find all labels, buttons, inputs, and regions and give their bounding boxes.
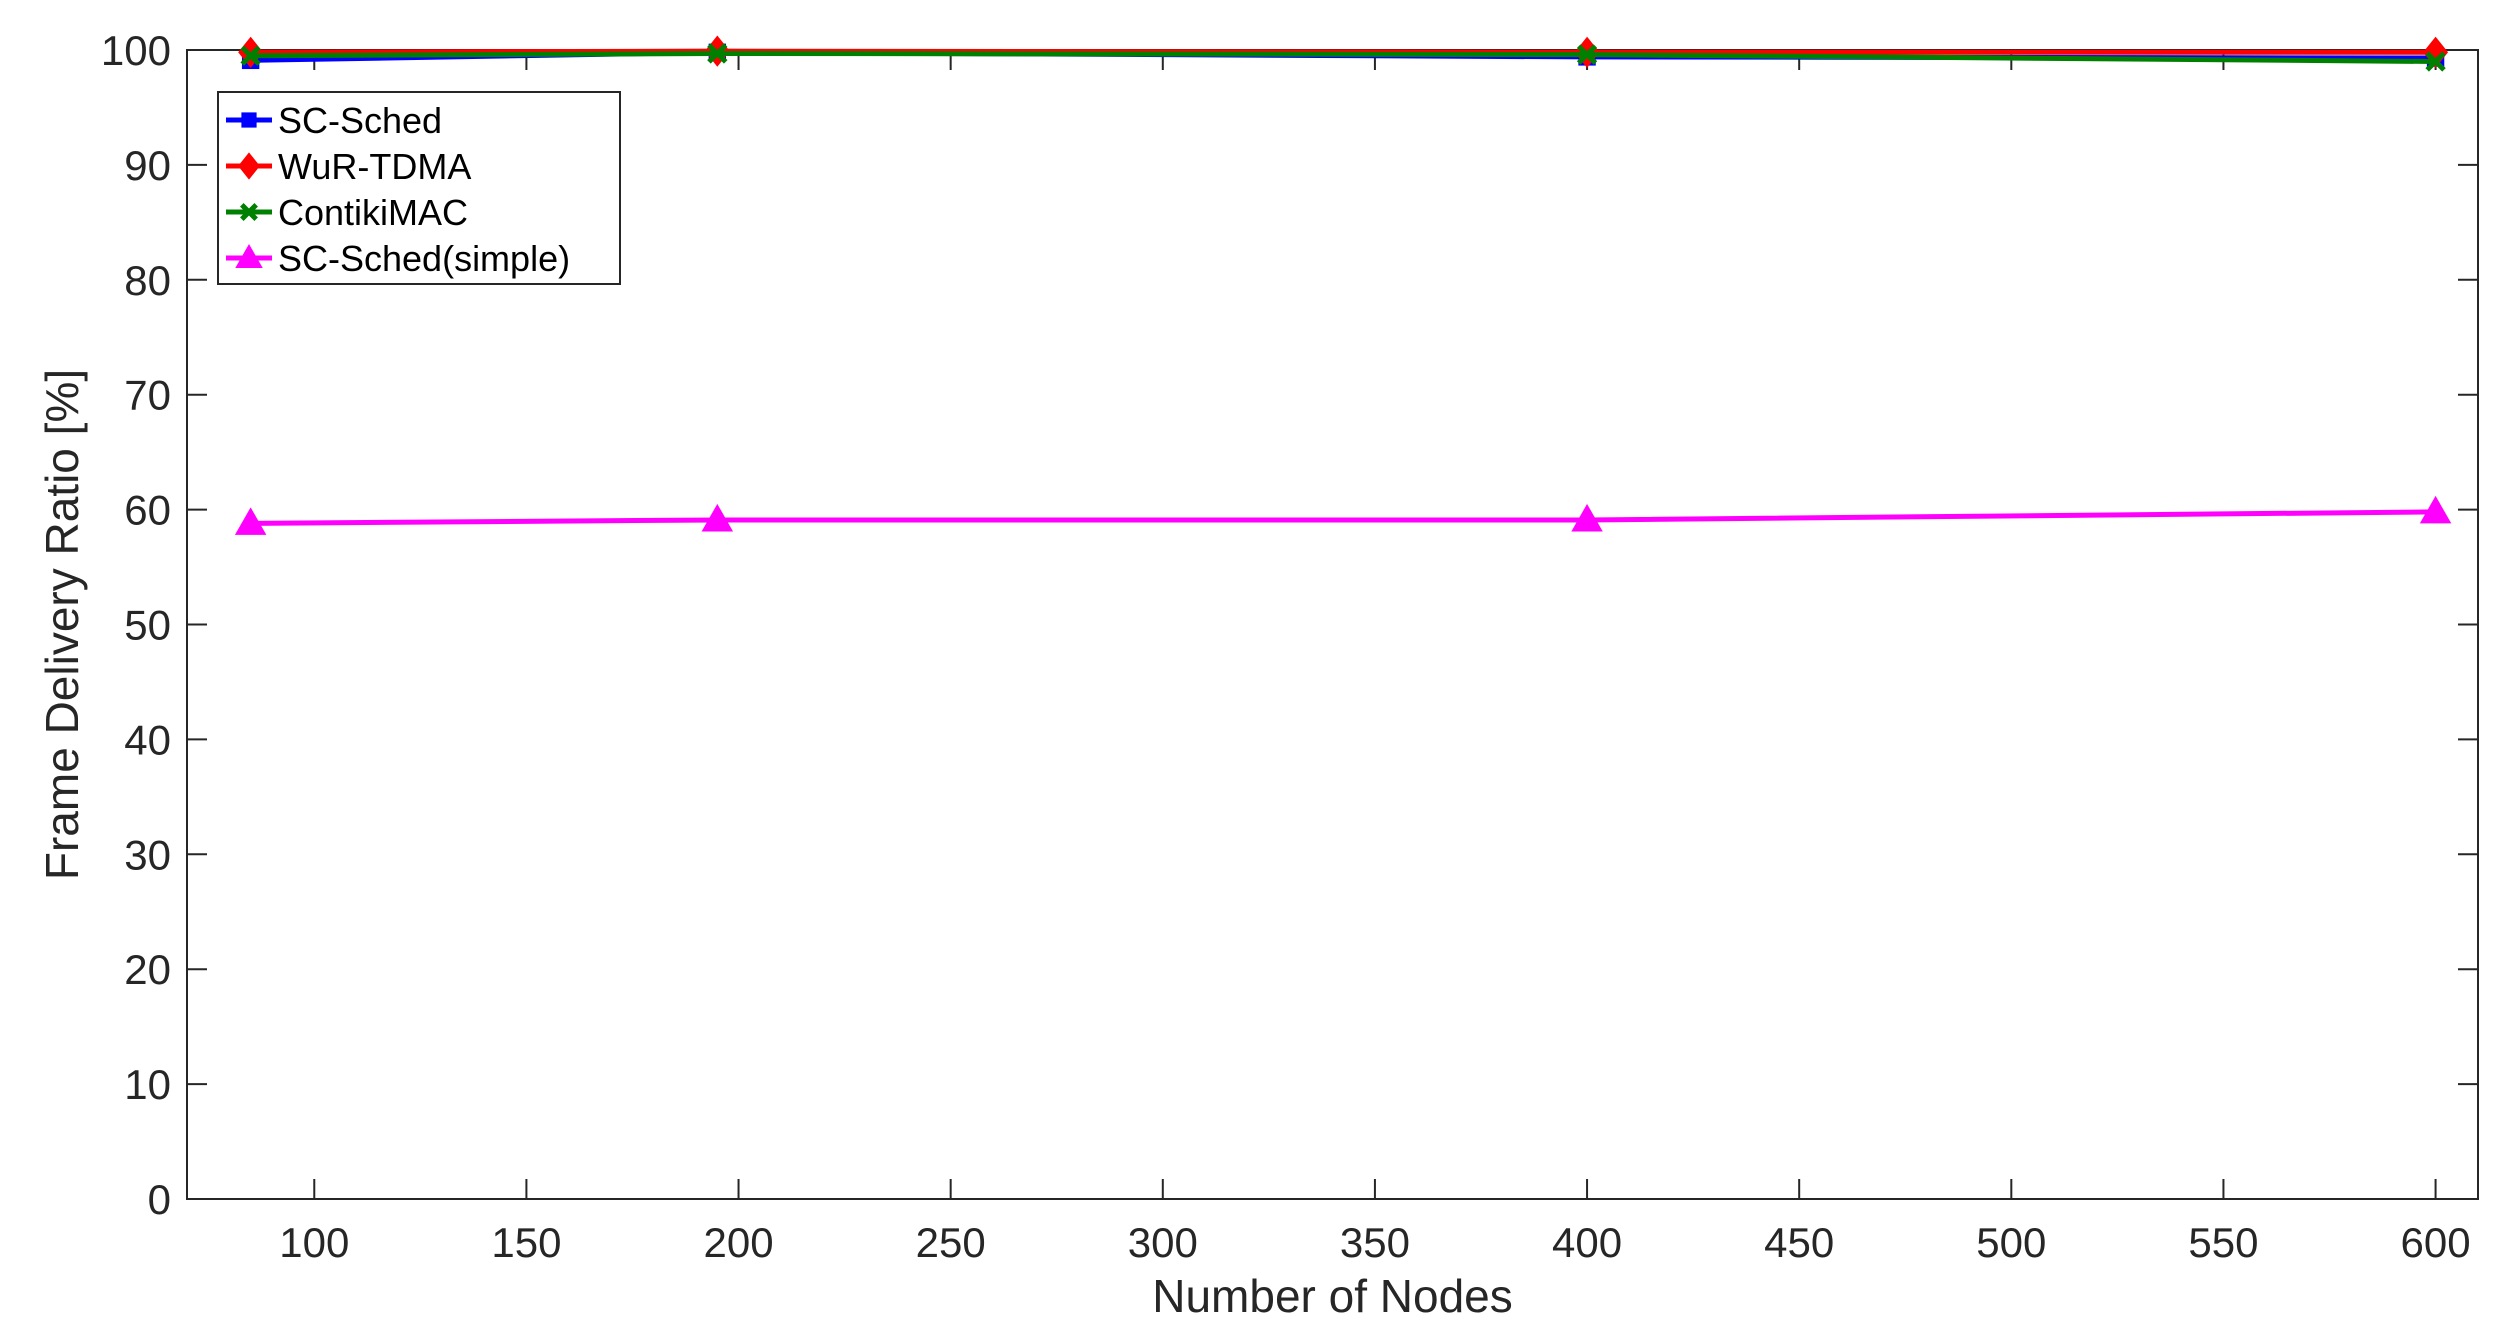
y-tick-label: 0 <box>148 1176 171 1223</box>
x-tick-label: 200 <box>703 1219 773 1266</box>
series-contikimac <box>240 43 2446 72</box>
data-point <box>2425 51 2446 72</box>
x-tick-label: 300 <box>1128 1219 1198 1266</box>
data-point <box>1576 44 1598 65</box>
x-tick-label: 400 <box>1552 1219 1622 1266</box>
x-tick-label: 500 <box>1976 1219 2046 1266</box>
legend-label: ContikiMAC <box>278 192 468 233</box>
legend-marker <box>238 152 260 180</box>
data-point <box>2419 495 2452 524</box>
y-tick-label: 90 <box>124 142 171 189</box>
y-tick-label: 20 <box>124 946 171 993</box>
y-axis: 0 10 20 30 40 50 60 70 80 90 100 <box>101 27 2478 1223</box>
legend-entry: WuR-TDMA <box>226 146 471 187</box>
series-layer <box>234 35 2452 535</box>
x-tick-label: 450 <box>1764 1219 1834 1266</box>
legend-entry: SC-Sched <box>226 100 442 141</box>
x-axis: 100 150 200 250 300 350 400 450 500 550 600 <box>279 50 2471 1266</box>
y-tick-label: 40 <box>124 716 171 763</box>
legend-marker <box>235 243 263 268</box>
series-line <box>250 50 2436 64</box>
series-sc-sched-simple <box>234 495 2452 535</box>
legend-label: SC-Sched(simple) <box>278 238 570 279</box>
y-tick-label: 70 <box>124 372 171 419</box>
series-line <box>250 509 2436 526</box>
x-tick-label: 250 <box>916 1219 986 1266</box>
x-tick-label: 100 <box>279 1219 349 1266</box>
legend-box <box>217 91 621 285</box>
y-axis-title: Frame Delivery Ratio [%] <box>36 369 88 880</box>
data-point <box>701 503 734 532</box>
y-tick-label: 30 <box>124 831 171 878</box>
data-point <box>240 45 261 66</box>
x-tick-label: 550 <box>2188 1219 2258 1266</box>
data-point <box>1571 503 1603 532</box>
legend-entry: SC-Sched(simple) <box>226 238 570 279</box>
legend: SC-Sched WuR-TDMA ContikiMAC SC-Sched(simpl… <box>217 91 621 285</box>
x-axis-title: Number of Nodes <box>1152 1270 1513 1322</box>
data-point <box>234 507 267 535</box>
y-tick-label: 100 <box>101 27 171 74</box>
data-point <box>707 43 728 64</box>
x-tick-label: 350 <box>1340 1219 1410 1266</box>
x-tick-label: 600 <box>2401 1219 2471 1266</box>
y-tick-label: 60 <box>124 487 171 534</box>
legend-label: SC-Sched <box>278 100 442 141</box>
y-tick-label: 50 <box>124 602 171 649</box>
legend-entry: ContikiMAC <box>226 192 468 233</box>
y-tick-label: 80 <box>124 257 171 304</box>
legend-marker <box>241 112 257 128</box>
y-tick-label: 10 <box>124 1061 171 1108</box>
legend-label: WuR-TDMA <box>278 146 471 187</box>
x-tick-label: 150 <box>491 1219 561 1266</box>
legend-marker <box>240 203 258 221</box>
